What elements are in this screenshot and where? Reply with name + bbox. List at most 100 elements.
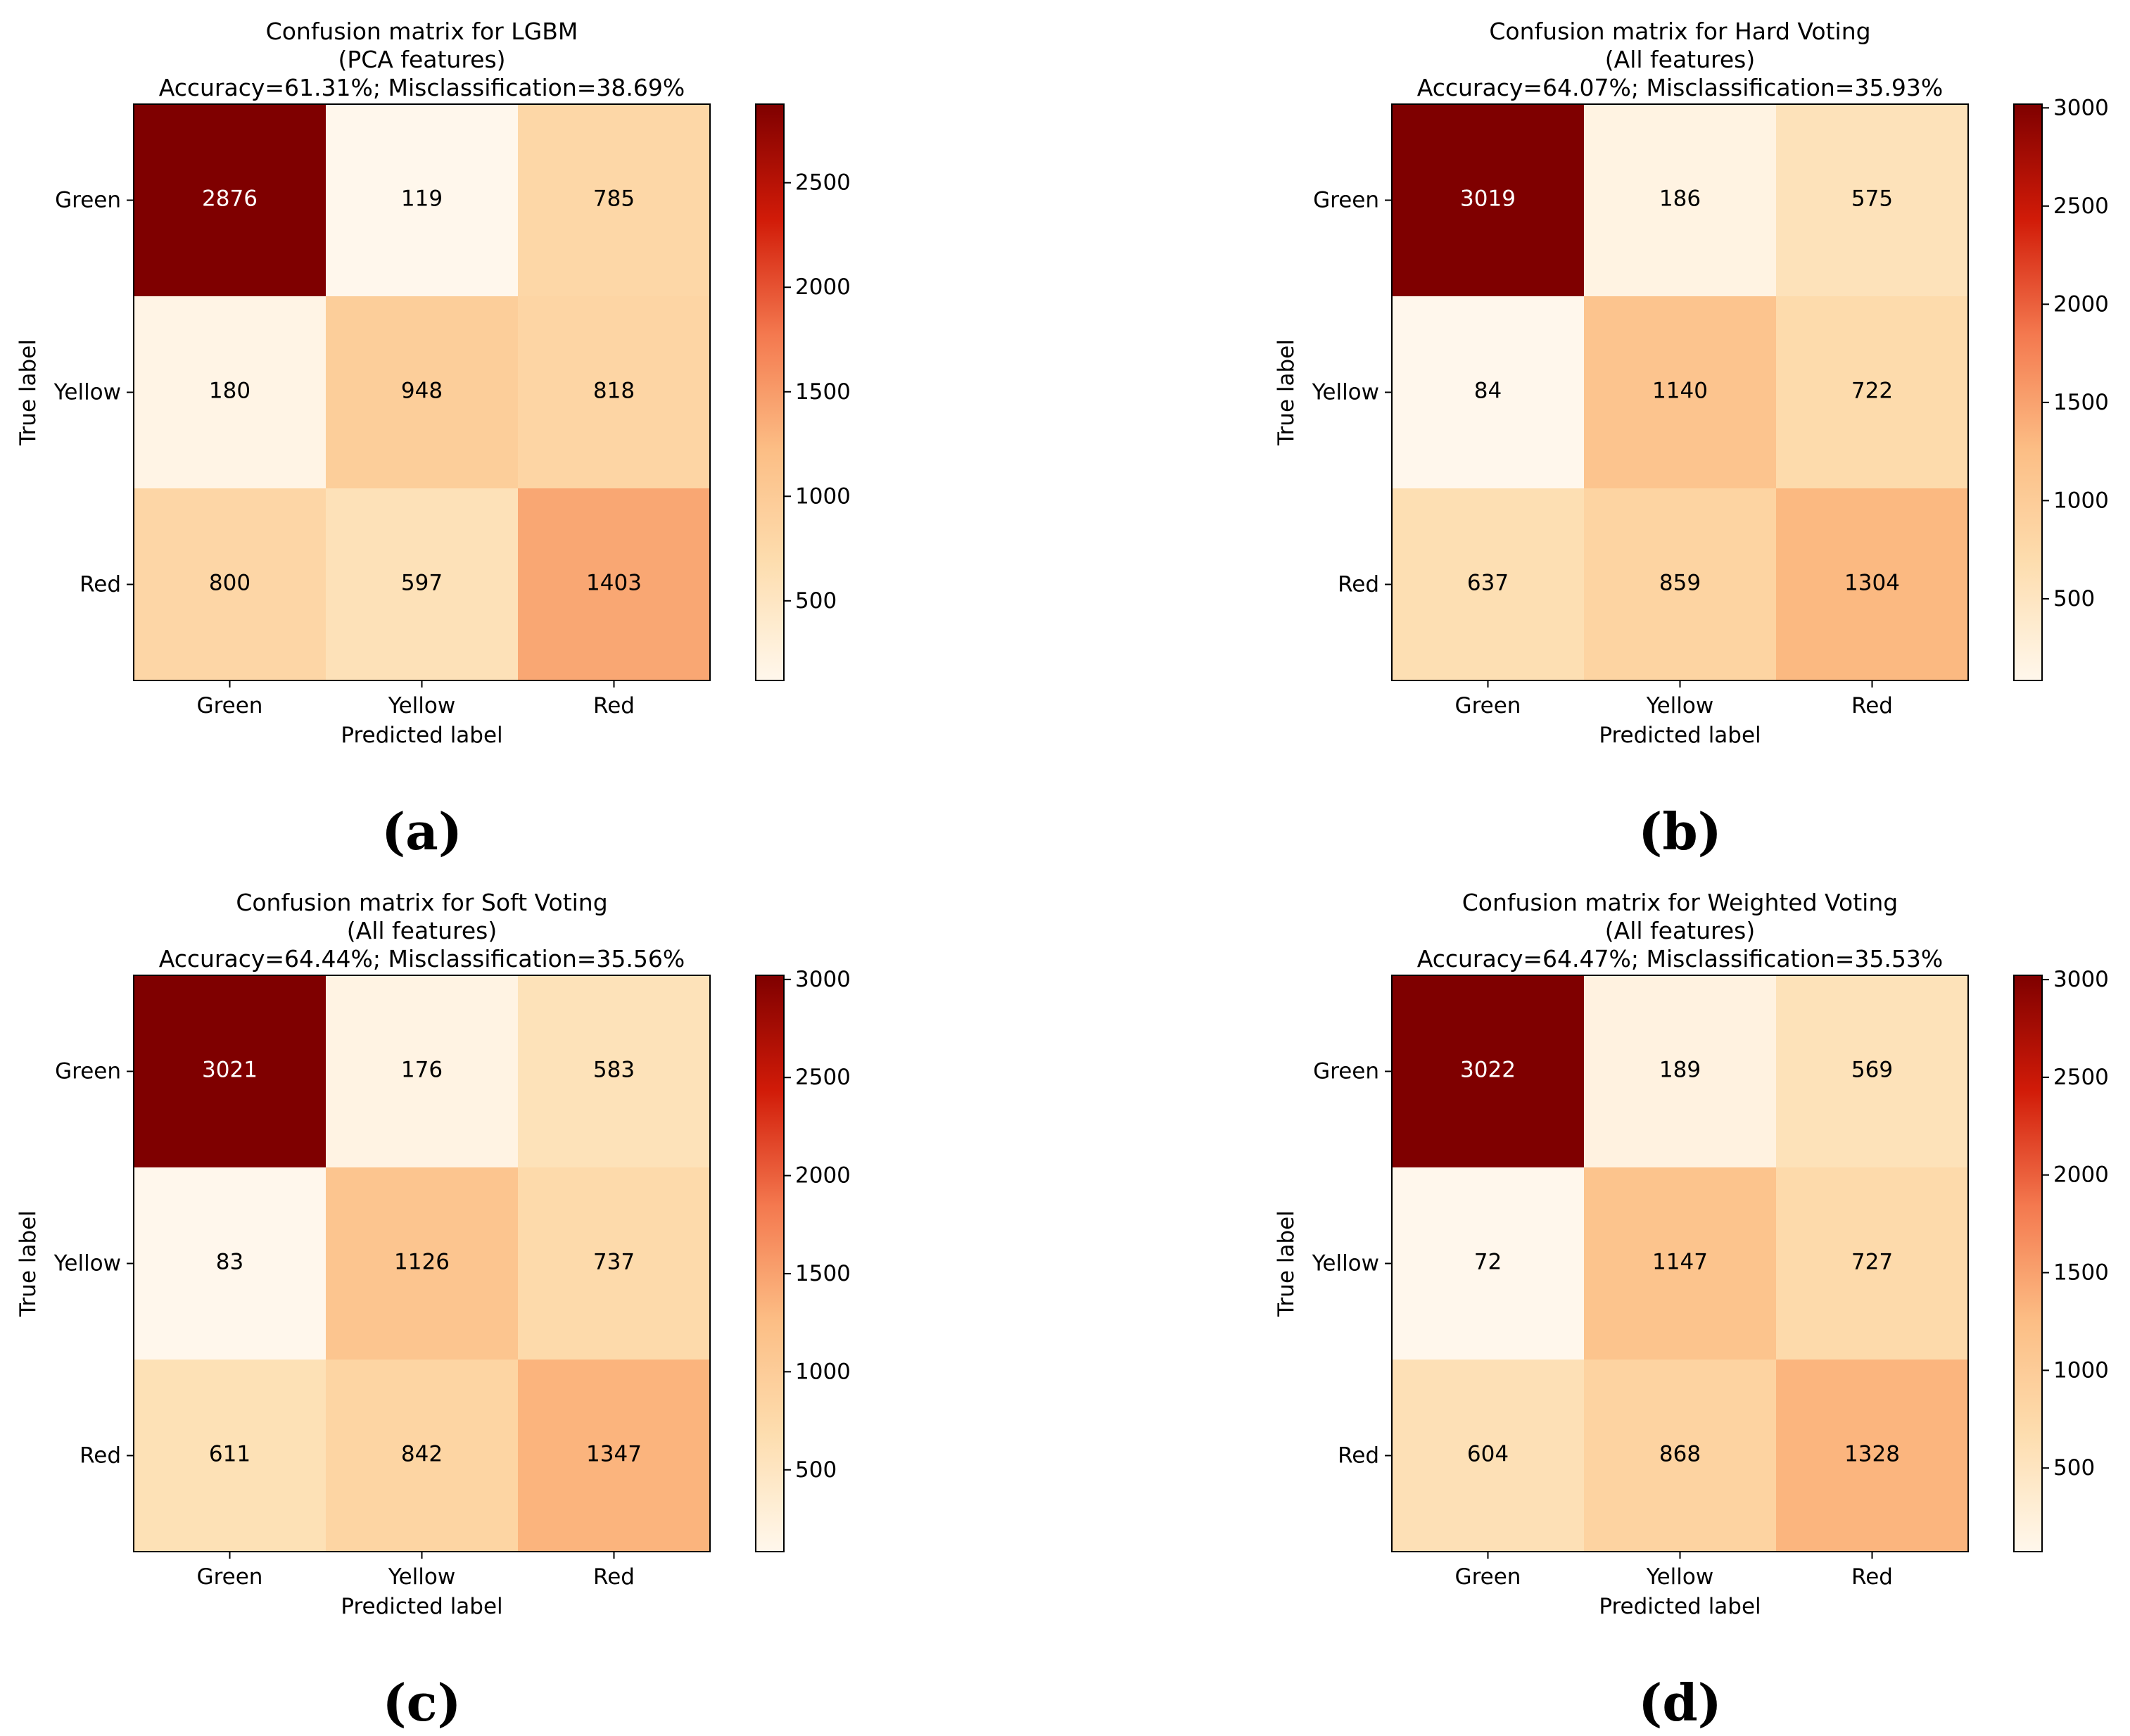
colorbar-tick-label: 2000 (795, 1163, 851, 1189)
colorbar-tick-label: 3000 (2053, 967, 2109, 992)
colorbar-tick-label: 1000 (2053, 488, 2109, 513)
cell-value-label: 818 (593, 379, 635, 404)
x-tick-label: Yellow (1646, 693, 1713, 718)
cell-value-label: 604 (1467, 1442, 1509, 1467)
colorbar-tick-label: 2500 (795, 1065, 851, 1090)
heatmap-cell (1584, 1360, 1776, 1552)
y-tick-label: Green (1313, 1059, 1379, 1084)
heatmap-cell (134, 296, 326, 488)
y-tick-label: Yellow (1312, 1251, 1379, 1276)
y-axis-label: True label (15, 1210, 41, 1317)
y-tick-label: Red (1338, 1443, 1379, 1469)
title-line-2: (All features) (347, 917, 497, 944)
heatmap-cell (518, 488, 710, 680)
title-line-3: Accuracy=61.31%; Misclassification=38.69… (159, 74, 685, 101)
colorbar-tick-label: 1000 (795, 483, 851, 509)
x-tick-label: Green (197, 1564, 263, 1590)
heatmap-cell (134, 975, 326, 1167)
colorbar-tick-label: 1000 (2053, 1357, 2109, 1383)
subcaption-label: (a) (381, 802, 462, 861)
x-tick-label: Yellow (1646, 1564, 1713, 1590)
cell-value-label: 737 (593, 1250, 635, 1275)
y-tick-label: Green (55, 1059, 121, 1084)
y-axis-label: True label (15, 339, 41, 446)
y-axis-label: True label (1274, 339, 1299, 446)
colorbar (755, 103, 785, 681)
heatmap-cell (1776, 1167, 1968, 1360)
title-line-1: Confusion matrix for Weighted Voting (1462, 889, 1898, 916)
heatmap-cell (518, 1167, 710, 1360)
colorbar-tick-label: 1500 (795, 1261, 851, 1286)
x-tick-label: Red (593, 693, 635, 718)
y-tick-label: Red (80, 1443, 121, 1469)
cell-value-label: 189 (1659, 1058, 1701, 1083)
heatmap-cell (1584, 104, 1776, 296)
colorbar-tick-label: 1500 (795, 379, 851, 405)
cell-value-label: 3022 (1460, 1058, 1516, 1083)
cell-value-label: 3019 (1460, 186, 1516, 212)
heatmap-cell (134, 1167, 326, 1360)
cell-value-label: 868 (1659, 1442, 1701, 1467)
colorbar-tick-label: 2000 (2053, 1162, 2109, 1188)
cell-value-label: 1403 (586, 571, 642, 596)
x-axis-label: Predicted label (341, 1594, 502, 1619)
heatmap-cell (326, 1360, 518, 1552)
colorbar-tick-label: 2000 (795, 274, 851, 300)
cell-value-label: 859 (1659, 571, 1701, 596)
cell-value-label: 176 (401, 1058, 443, 1083)
cell-value-label: 637 (1467, 571, 1509, 596)
colorbar-tick-label: 3000 (2053, 95, 2109, 120)
colorbar (755, 975, 785, 1552)
subcaption-label: (c) (383, 1673, 462, 1732)
heatmap-cell (1584, 975, 1776, 1167)
cell-value-label: 1347 (586, 1442, 642, 1467)
x-tick-label: Green (1455, 693, 1521, 718)
heatmap-cell (1776, 1360, 1968, 1552)
cell-value-label: 583 (593, 1058, 635, 1083)
cell-value-label: 83 (216, 1250, 243, 1275)
colorbar-tick-label: 1500 (2053, 1260, 2109, 1286)
heatmap-cell (134, 104, 326, 296)
cell-value-label: 785 (593, 186, 635, 212)
cell-value-label: 180 (209, 379, 251, 404)
cell-value-label: 597 (401, 571, 443, 596)
x-axis-label: Predicted label (1599, 1594, 1761, 1619)
cell-value-label: 186 (1659, 186, 1701, 212)
cell-value-label: 1147 (1652, 1250, 1708, 1275)
heatmap-cell (1776, 104, 1968, 296)
heatmap-cell (1584, 488, 1776, 680)
colorbar-tick-label: 3000 (795, 967, 851, 992)
panel-c: Confusion matrix for Soft Voting(All fea… (15, 889, 851, 1732)
cell-value-label: 72 (1474, 1250, 1502, 1275)
heatmap-cell (1776, 975, 1968, 1167)
cell-value-label: 2876 (202, 186, 258, 212)
cell-value-label: 800 (209, 571, 251, 596)
heatmap-cell (134, 488, 326, 680)
title-line-1: Confusion matrix for Hard Voting (1489, 18, 1870, 45)
cell-value-label: 3021 (202, 1058, 258, 1083)
title-line-1: Confusion matrix for LGBM (266, 18, 578, 45)
heatmap-cell (518, 296, 710, 488)
x-tick-label: Green (1455, 1564, 1521, 1590)
panel-d: Confusion matrix for Weighted Voting(All… (1274, 889, 2109, 1732)
heatmap-cell (134, 1360, 326, 1552)
cell-value-label: 575 (1851, 186, 1893, 212)
y-tick-label: Red (80, 572, 121, 597)
cell-value-label: 1140 (1652, 379, 1708, 404)
cell-value-label: 84 (1474, 379, 1502, 404)
cell-value-label: 1328 (1844, 1442, 1900, 1467)
title-line-1: Confusion matrix for Soft Voting (236, 889, 607, 916)
y-tick-label: Green (55, 188, 121, 213)
title-line-2: (All features) (1605, 46, 1756, 73)
heatmap-cell (326, 1167, 518, 1360)
heatmap-cell (326, 488, 518, 680)
heatmap-cell (518, 104, 710, 296)
x-tick-label: Yellow (388, 1564, 455, 1590)
x-axis-label: Predicted label (341, 723, 502, 748)
x-tick-label: Red (593, 1564, 635, 1590)
title-line-3: Accuracy=64.47%; Misclassification=35.53… (1417, 945, 1944, 972)
cell-value-label: 722 (1851, 379, 1893, 404)
heatmap-cell (1392, 975, 1584, 1167)
colorbar (2013, 975, 2043, 1552)
